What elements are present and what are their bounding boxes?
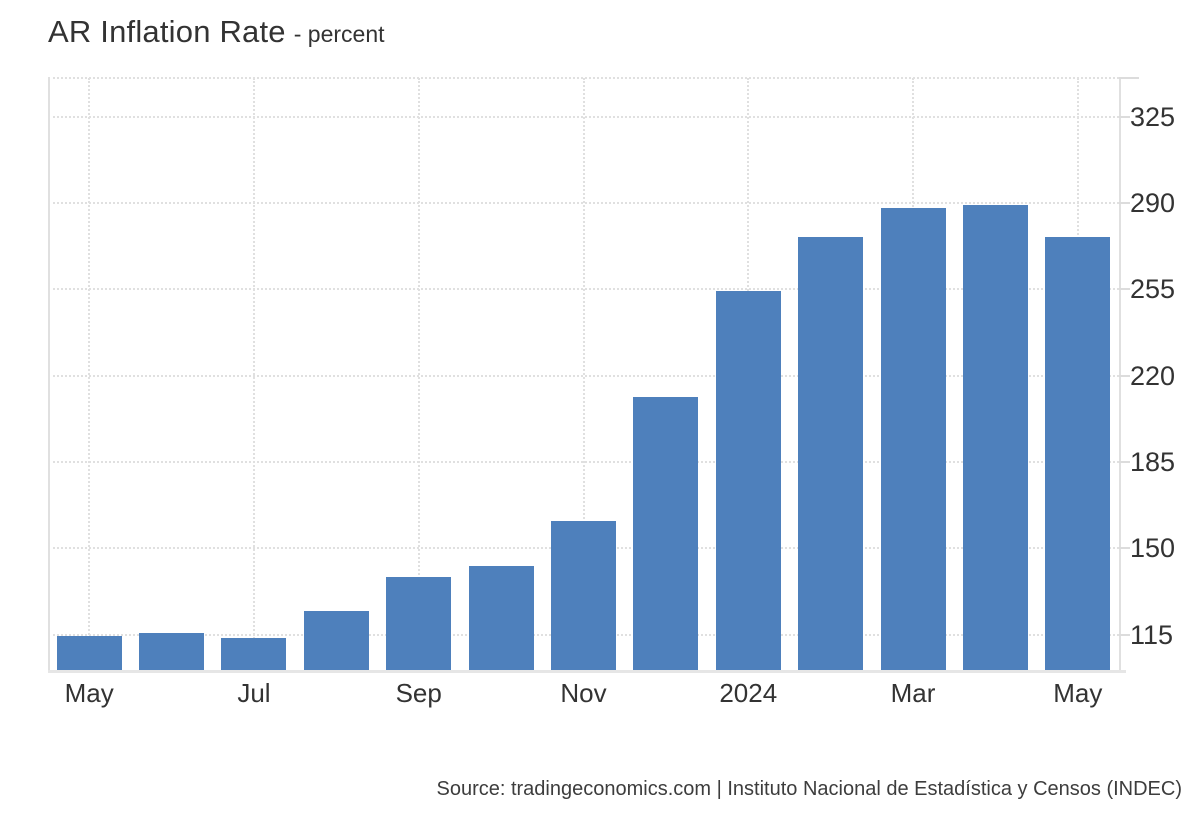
x-axis-baseline (48, 670, 1126, 673)
vertical-gridline (417, 78, 420, 670)
y-axis-tick-label: 325 (1130, 101, 1176, 132)
horizontal-gridline (48, 460, 1119, 463)
axis-tick (1119, 633, 1130, 636)
chart-bar[interactable] (386, 577, 452, 670)
source-credit: Source: tradingeconomics.com | Instituto… (436, 778, 1182, 800)
chart-bar[interactable] (715, 291, 781, 670)
plot-top-border (48, 77, 1119, 79)
chart-bar[interactable] (139, 633, 205, 670)
axis-tick (1119, 77, 1139, 79)
x-axis-tick-label: Mar (890, 678, 936, 708)
chart-bar[interactable] (56, 636, 122, 670)
horizontal-gridline (48, 115, 1119, 118)
chart-bar[interactable] (798, 237, 864, 670)
chart-bar[interactable] (303, 611, 369, 670)
x-axis-tick-label: Nov (560, 678, 607, 708)
chart-header: AR Inflation Rate - percent (48, 14, 385, 50)
horizontal-gridline (48, 288, 1119, 291)
chart-bar[interactable] (551, 521, 616, 670)
y-axis-tick-label: 115 (1130, 619, 1174, 650)
chart-title: AR Inflation Rate (48, 14, 286, 49)
y-axis-tick-label: 220 (1130, 360, 1176, 391)
chart-bar[interactable] (221, 638, 287, 670)
chart-bar[interactable] (880, 208, 946, 670)
x-axis-tick-label: Sep (395, 678, 442, 708)
axis-tick (1119, 288, 1130, 291)
vertical-gridline (252, 78, 255, 670)
axis-tick (1119, 115, 1130, 118)
chart-bar[interactable] (1045, 236, 1111, 670)
chart-bar[interactable] (633, 396, 699, 670)
vertical-gridline (582, 78, 585, 670)
left-plot-border (48, 78, 50, 670)
horizontal-gridline (48, 202, 1119, 205)
axis-tick (1119, 374, 1130, 377)
y-axis-tick-label: 150 (1130, 533, 1176, 564)
vertical-gridline (88, 78, 91, 670)
horizontal-gridline (48, 374, 1119, 377)
axis-tick (1119, 460, 1130, 463)
y-axis-tick-label: 185 (1130, 446, 1176, 477)
y-axis-tick-label: 290 (1130, 188, 1176, 219)
axis-tick (1119, 547, 1130, 550)
x-axis-tick-label: Jul (237, 678, 271, 708)
axis-tick (1119, 202, 1130, 205)
x-axis-tick-label: May (1053, 678, 1103, 708)
y-axis-tick-label: 255 (1130, 274, 1176, 305)
x-axis-tick-label: May (64, 678, 114, 708)
chart-bar[interactable] (468, 566, 534, 670)
chart-bar[interactable] (962, 204, 1028, 670)
x-axis-tick-label: 2024 (719, 678, 778, 708)
chart-subtitle: - percent (293, 21, 385, 47)
